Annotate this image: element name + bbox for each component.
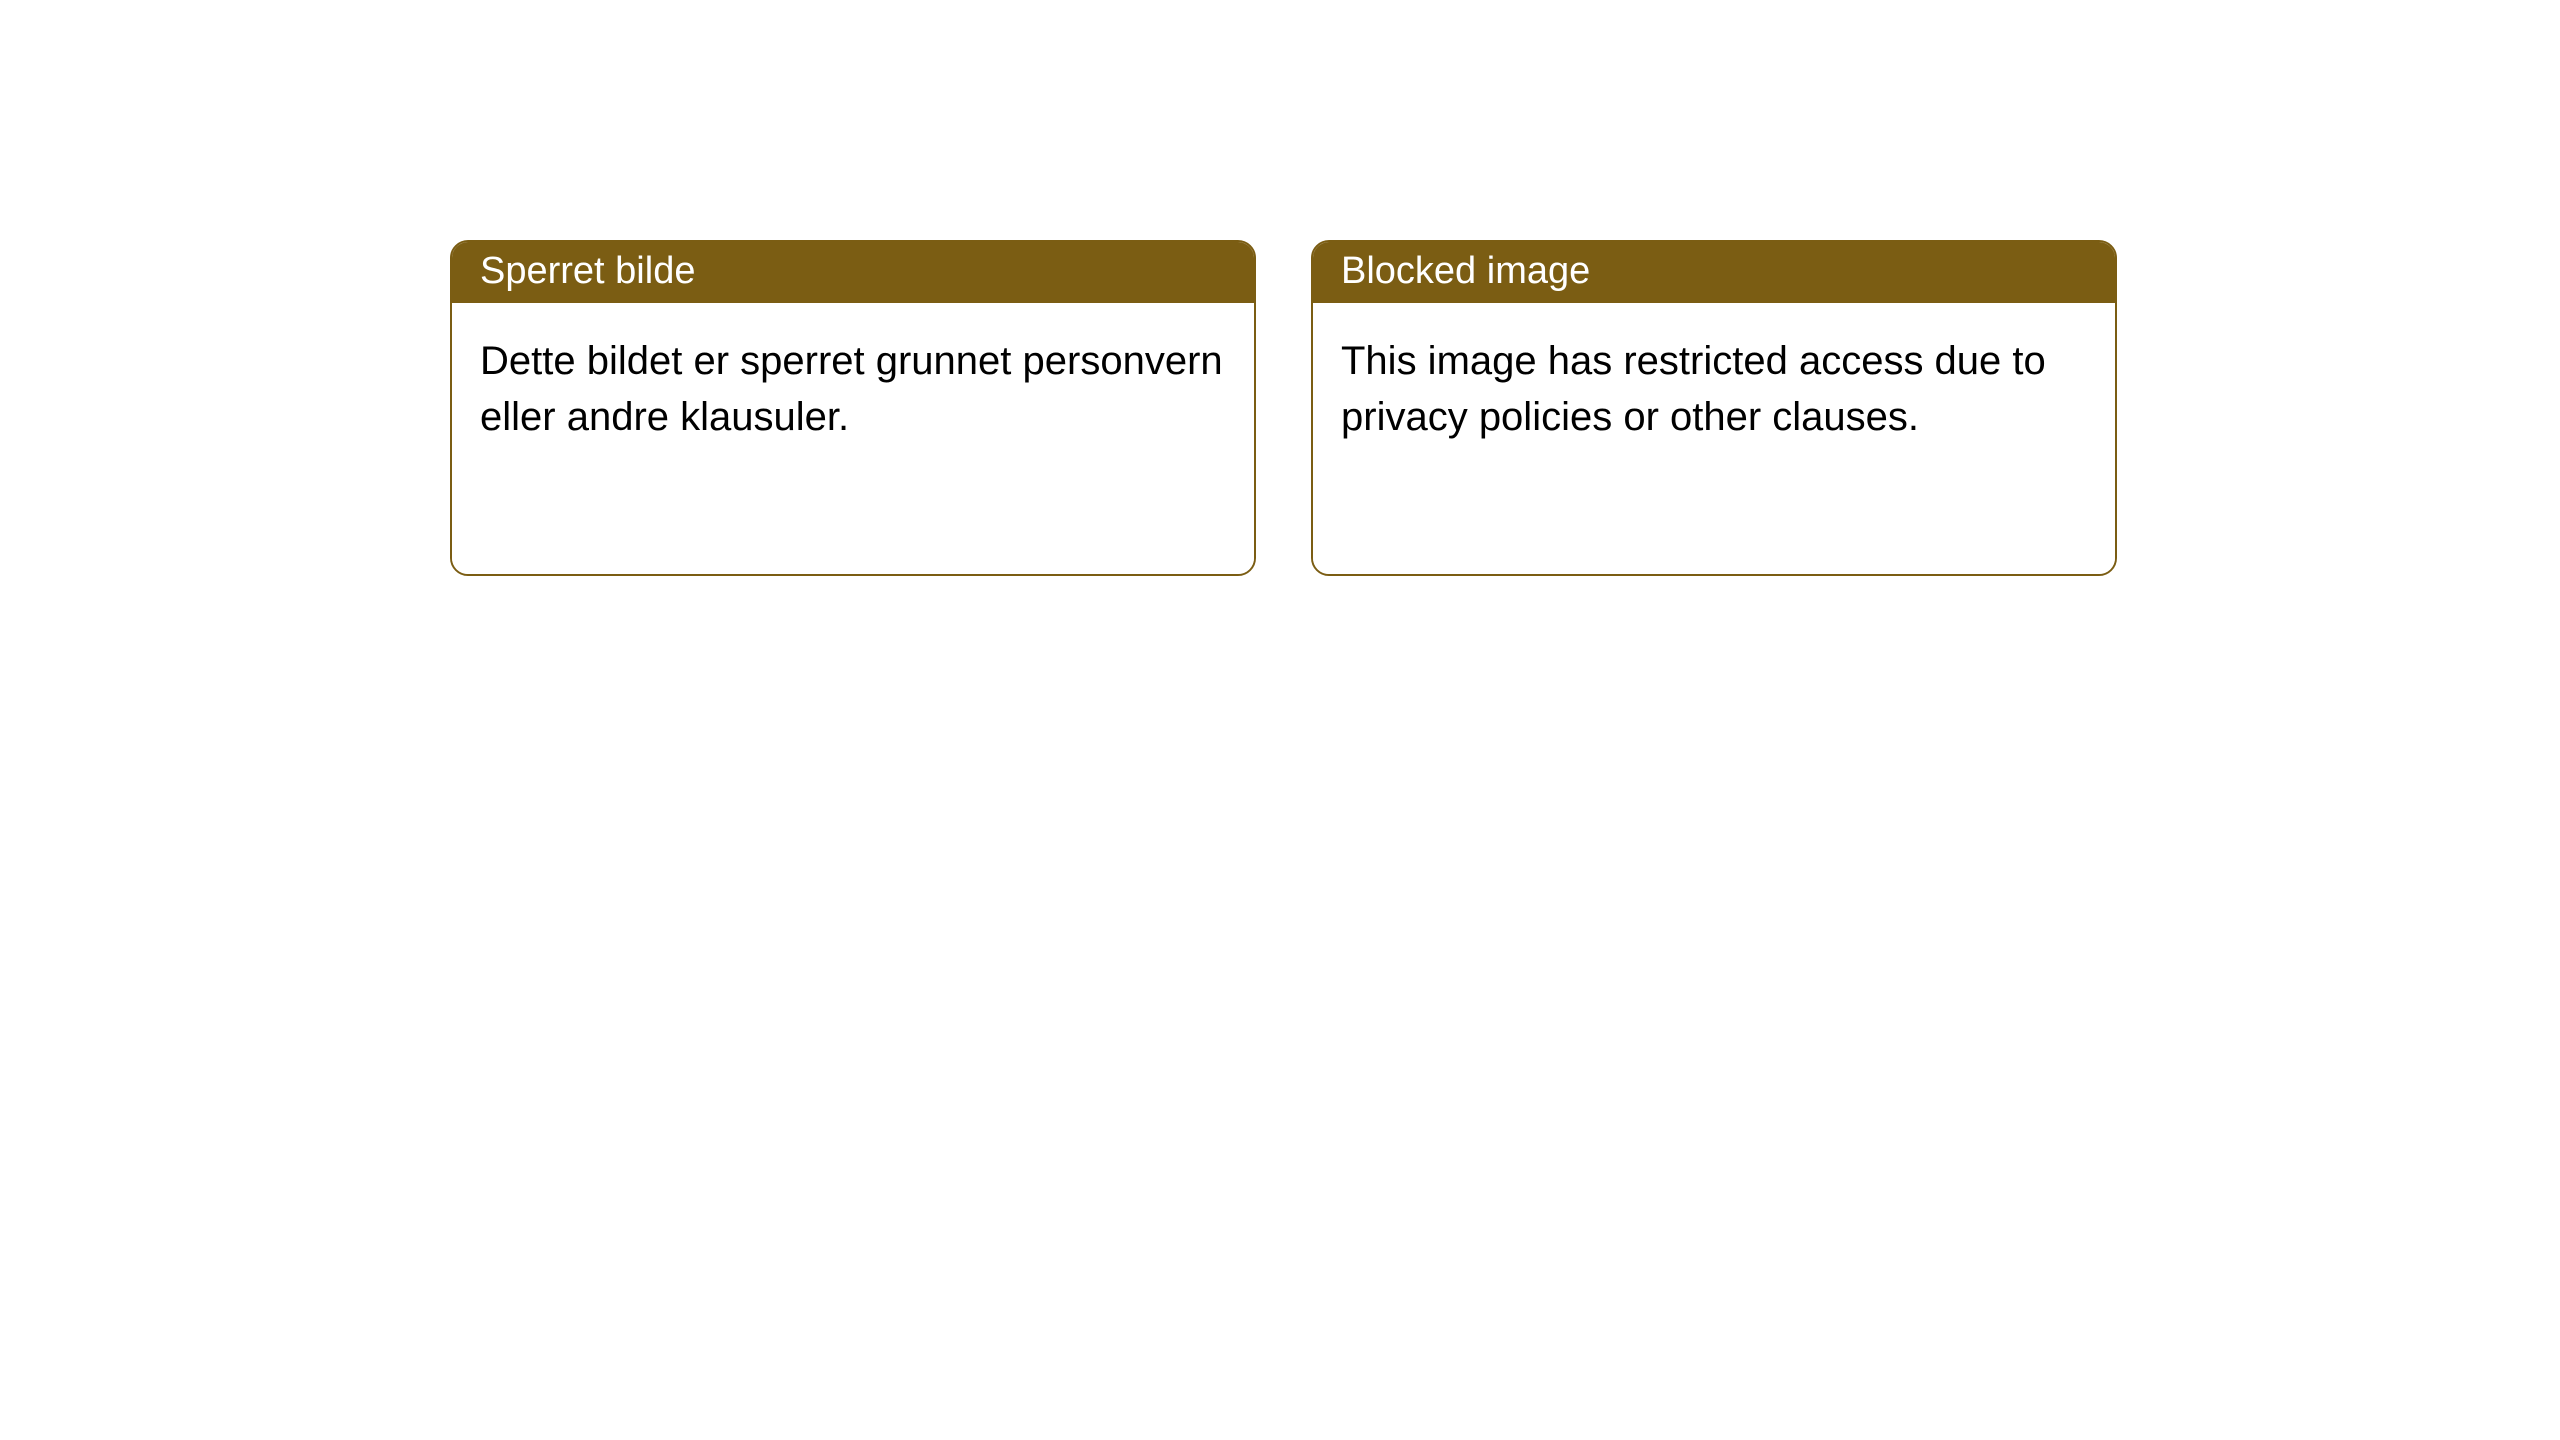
notice-box-english: Blocked image This image has restricted … [1311,240,2117,576]
notice-title-norwegian: Sperret bilde [480,250,695,292]
notice-text-norwegian: Dette bildet er sperret grunnet personve… [480,339,1223,439]
notice-body-norwegian: Dette bildet er sperret grunnet personve… [452,303,1254,574]
notice-body-english: This image has restricted access due to … [1313,303,2115,574]
notice-container: Sperret bilde Dette bildet er sperret gr… [450,240,2117,576]
notice-title-english: Blocked image [1341,250,1590,292]
notice-box-norwegian: Sperret bilde Dette bildet er sperret gr… [450,240,1256,576]
notice-header-english: Blocked image [1313,242,2115,303]
notice-header-norwegian: Sperret bilde [452,242,1254,303]
notice-text-english: This image has restricted access due to … [1341,339,2046,439]
